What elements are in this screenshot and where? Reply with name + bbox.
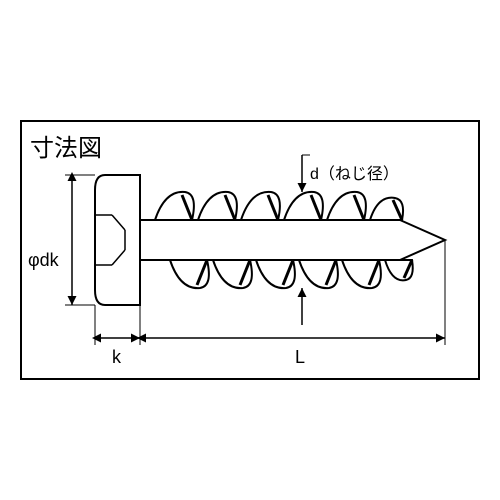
dimension-k (95, 305, 140, 345)
diagram-container: 寸法図 φdk d（ねじ径） k L (0, 0, 500, 500)
screw-head (95, 175, 140, 305)
dimension-dk (65, 175, 95, 305)
screw-shaft (140, 220, 445, 260)
screw-threads (155, 192, 413, 288)
dimension-d (302, 155, 310, 325)
screw-drawing (20, 120, 480, 380)
dimension-L (140, 240, 445, 345)
